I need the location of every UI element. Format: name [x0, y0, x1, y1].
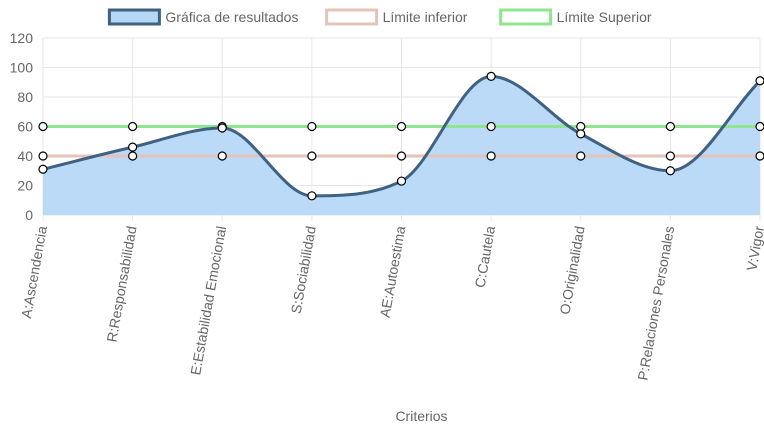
- data-point-s1-0: [38, 151, 48, 161]
- series-area-0: [43, 76, 760, 215]
- x-axis-title: Criterios: [395, 408, 447, 424]
- data-point-s1-7: [665, 151, 675, 161]
- data-point-s1-5: [486, 151, 496, 161]
- x-tick-label: E:Estabilidad Emocional: [187, 225, 229, 376]
- y-tick-label: 80: [17, 89, 33, 105]
- x-tick-label: S:Sociabilidad: [288, 225, 319, 315]
- y-tick-label: 40: [17, 148, 33, 164]
- y-tick-label: 0: [25, 207, 33, 223]
- x-tick-label: P:Relaciones Personales: [634, 225, 677, 382]
- legend-swatch-2: [499, 8, 553, 26]
- x-tick-label: A:Ascendencia: [18, 225, 50, 320]
- legend-label-2: Límite Superior: [557, 9, 652, 25]
- data-point-s2-4: [396, 121, 407, 132]
- y-axis: 0 20 40 60 80 100 120: [10, 30, 34, 223]
- data-point-s2-0: [38, 121, 48, 132]
- data-point-s2-8: [755, 121, 764, 132]
- legend-label-0: Gráfica de resultados: [165, 9, 298, 25]
- y-tick-label: 20: [17, 178, 33, 194]
- data-point-s0-7: [665, 166, 675, 176]
- x-tick-label: C:Cautela: [472, 225, 499, 289]
- data-point-s0-6: [576, 129, 586, 139]
- data-point-s1-4: [396, 151, 407, 161]
- x-tick-label: V:Vigor: [743, 224, 764, 272]
- data-point-s2-5: [486, 121, 496, 132]
- legend-swatch-0: [107, 8, 161, 26]
- data-point-s1-3: [307, 151, 317, 161]
- data-point-s2-1: [128, 121, 138, 132]
- data-point-s2-3: [307, 121, 317, 132]
- y-tick-label: 60: [17, 119, 33, 135]
- legend-swatch-1: [325, 8, 379, 26]
- data-point-s0-0: [38, 164, 48, 174]
- x-tick-label: AE:Autoestima: [377, 225, 409, 319]
- data-point-s1-1: [128, 151, 138, 161]
- data-point-s0-1: [128, 142, 138, 152]
- data-point-s2-7: [665, 121, 675, 132]
- data-point-s1-2: [217, 151, 227, 161]
- data-point-s0-2: [217, 123, 227, 133]
- data-point-s0-8: [755, 76, 764, 86]
- x-tick-label: R:Responsabilidad: [103, 225, 139, 344]
- legend-label-1: Límite inferior: [383, 9, 468, 25]
- data-point-s1-6: [576, 151, 586, 161]
- x-tick-label: O:Originalidad: [556, 225, 587, 316]
- data-point-s0-3: [307, 191, 317, 201]
- legend: Gráfica de resultados Límite inferior Lími…: [107, 8, 652, 26]
- y-tick-label: 100: [10, 60, 34, 76]
- series-line-0: [42, 74, 762, 198]
- data-point-s0-5: [486, 71, 496, 81]
- data-point-s0-4: [396, 176, 407, 186]
- data-point-s1-8: [755, 151, 764, 161]
- points-layer: [38, 71, 764, 201]
- x-axis: A:Ascendencia R:Responsabilidad E:Estabili…: [18, 224, 764, 381]
- y-tick-label: 120: [10, 30, 34, 46]
